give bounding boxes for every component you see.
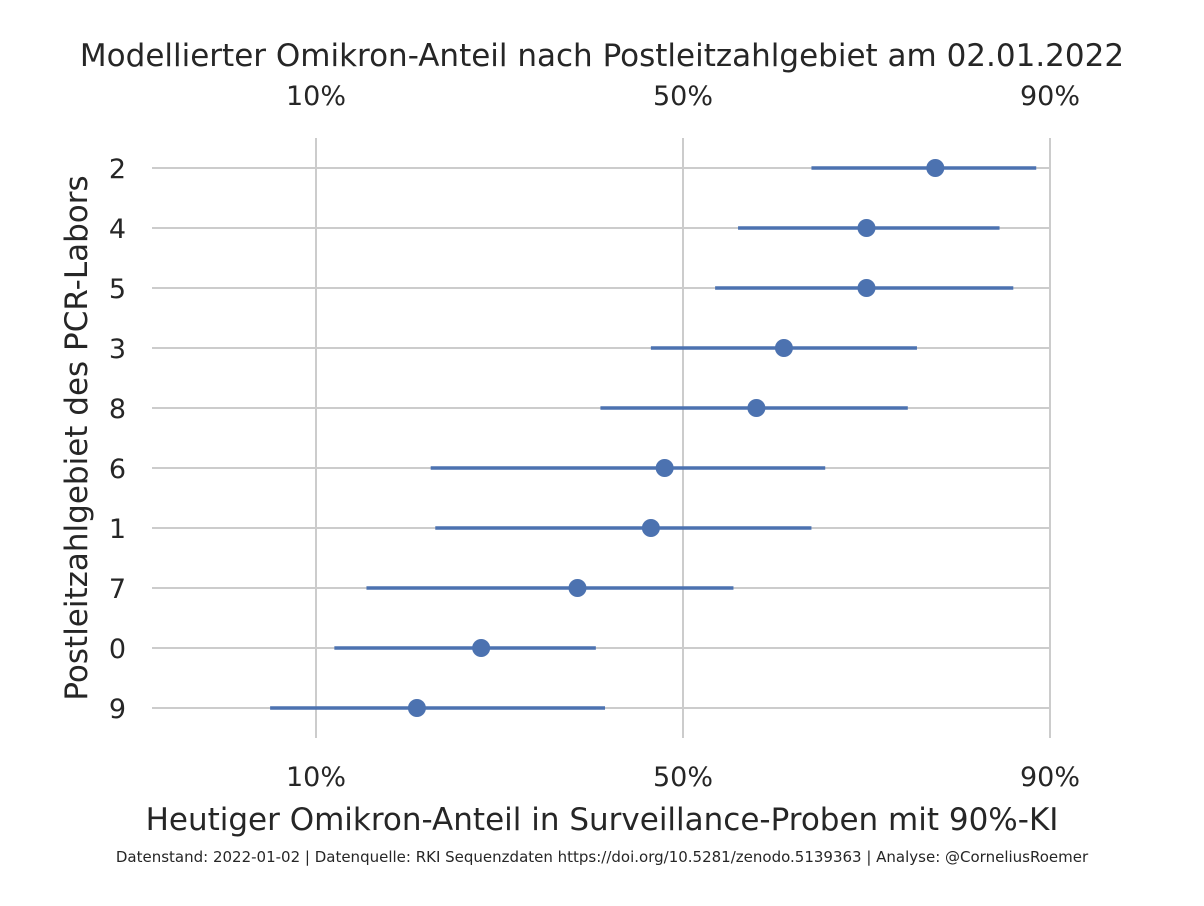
tick-labels: 10% 10% 50% 50% 90% 90% 2 4 5 3 8 6 1 7 0 9 <box>109 81 1080 793</box>
estimate-point <box>857 219 876 237</box>
estimate-point <box>747 399 766 417</box>
y-tick-label: 2 <box>109 154 126 185</box>
y-tick-label: 6 <box>109 454 126 485</box>
y-tick-label: 0 <box>109 634 126 665</box>
x-tick-label-top: 10% <box>286 81 346 112</box>
y-tick-label: 3 <box>109 334 126 365</box>
estimate-point <box>857 279 876 297</box>
y-tick-label: 8 <box>109 394 126 425</box>
x-tick-label-bottom: 10% <box>286 762 346 793</box>
estimate-point <box>407 699 426 717</box>
x-tick-label-top: 50% <box>653 81 713 112</box>
x-tick-label-bottom: 50% <box>653 762 713 793</box>
data-marks <box>270 159 1037 717</box>
footer-note: Datenstand: 2022-01-02 | Datenquelle: RK… <box>116 848 1089 866</box>
estimate-point <box>568 579 587 597</box>
y-tick-label: 9 <box>109 694 126 725</box>
estimate-point <box>641 519 660 537</box>
estimate-point <box>655 459 674 477</box>
y-tick-label: 4 <box>109 214 126 245</box>
estimate-point <box>472 639 491 657</box>
chart-title: Modellierter Omikron-Anteil nach Postlei… <box>80 38 1124 74</box>
y-tick-label: 7 <box>109 574 126 605</box>
x-axis-label: Heutiger Omikron-Anteil in Surveillance-… <box>146 802 1059 838</box>
estimate-point <box>926 159 945 177</box>
x-tick-label-top: 90% <box>1020 81 1080 112</box>
x-tick-label-bottom: 90% <box>1020 762 1080 793</box>
estimate-point <box>774 339 793 357</box>
y-tick-label: 1 <box>109 514 126 545</box>
y-axis-label: Postleitzahlgebiet des PCR-Labors <box>59 175 95 700</box>
y-tick-label: 5 <box>109 274 126 305</box>
